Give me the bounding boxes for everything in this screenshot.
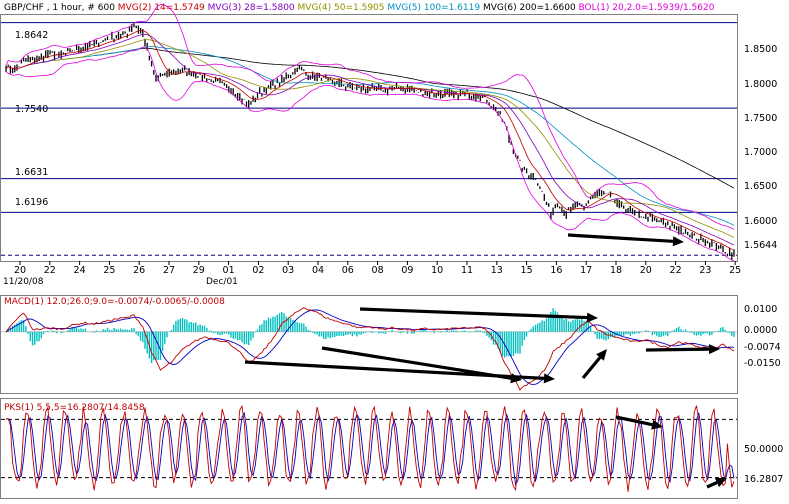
- level-label-2: 1.7540: [15, 104, 48, 115]
- y-tick-5: 1.6500: [744, 181, 777, 192]
- macd-arrow-4-head: [596, 349, 607, 361]
- y-tick-2: 1.8000: [744, 79, 777, 90]
- price-panel: [0, 14, 738, 262]
- mvg50-line: [16, 39, 735, 238]
- x-tick-label: 22: [670, 265, 682, 276]
- macd-last-value: -0.0074: [744, 342, 781, 353]
- price-header: GBP/CHF , 1 hour, # 600 MVG(2) 14=1.5749…: [4, 3, 715, 13]
- pks-header: PKS(1) 5,5,5=16.2807/14.8458: [4, 403, 145, 413]
- x-date-dec: Dec/01: [206, 277, 238, 287]
- level-label-3: 1.6631: [15, 167, 48, 178]
- macd-arrow-5-head: [708, 344, 720, 355]
- header-segment: MVG(2) 14=1.5749: [115, 3, 205, 13]
- mvg14-line: [5, 29, 735, 251]
- x-tick-label: 29: [193, 265, 205, 276]
- level-label-4: 1.6196: [15, 197, 48, 208]
- header-segment: MVG(5) 100=1.6119: [385, 3, 481, 13]
- macd-header: MACD(1) 12.0;26.0;9.0=-0.0074/-0.0065/-0…: [4, 297, 225, 307]
- header-segment: MVG(4) 50=1.5905: [295, 3, 385, 13]
- macd-arrow-4-shaft: [581, 356, 602, 380]
- y-tick-3: 1.7500: [744, 113, 777, 124]
- pks-arrow-1-head: [651, 419, 663, 430]
- price-arrow-shaft: [567, 233, 674, 243]
- x-tick-label: 26: [133, 265, 145, 276]
- macd-y-tick-1: 0.0100: [744, 304, 777, 315]
- macd-arrow-3-shaft: [244, 360, 545, 380]
- pks-last-value: 16.2807: [744, 474, 783, 485]
- pks-arrow-2-shaft: [706, 481, 718, 489]
- macd-panel: [0, 295, 738, 394]
- x-tick-label: 02: [252, 265, 264, 276]
- x-tick-label: 04: [312, 265, 324, 276]
- x-tick-label: 23: [699, 265, 711, 276]
- price-arrow-head: [672, 236, 684, 247]
- pks-y-tick-1: 50.0000: [744, 444, 783, 455]
- header-segment: BOL(1) 20,2.0=1.5939/1.5620: [576, 3, 715, 13]
- x-tick-label: 11: [461, 265, 473, 276]
- pks-k-line: [5, 404, 735, 492]
- x-tick-label: 09: [401, 265, 413, 276]
- x-tick-label: 15: [521, 265, 533, 276]
- macd-arrow-1-head: [586, 312, 598, 323]
- x-tick-label: 25: [729, 265, 741, 276]
- x-tick-label: 10: [431, 265, 443, 276]
- y-tick-1: 1.8500: [744, 44, 777, 55]
- header-segment: MVG(3) 28=1.5800: [205, 3, 295, 13]
- x-tick-label: 27: [163, 265, 175, 276]
- macd-y-tick-3: -0.0150: [744, 358, 781, 369]
- x-tick-label: 24: [74, 265, 86, 276]
- pks-arrow-2-head: [714, 478, 727, 488]
- mvg28-line: [5, 34, 735, 246]
- header-segment: MVG(6) 200=1.6600: [480, 3, 576, 13]
- pks-d-line: [5, 411, 735, 487]
- last-price-label: 1.5644: [744, 240, 777, 251]
- chart-marks: 20 22 24 25 26 27 29 01 02 03 04 06 08 09 10 11 13 15 16 17…: [1, 4, 741, 492]
- x-tick-label: 18: [610, 265, 622, 276]
- macd-arrow-2-shaft: [321, 346, 512, 380]
- macd-arrow-5-shaft: [645, 347, 710, 352]
- x-tick-label: 08: [372, 265, 384, 276]
- y-tick-4: 1.7000: [744, 147, 777, 158]
- macd-y-tick-2: 0.0000: [744, 325, 777, 336]
- x-tick-label: 22: [44, 265, 56, 276]
- y-tick-6: 1.6000: [744, 216, 777, 227]
- header-segment: GBP/CHF , 1 hour, # 600: [4, 3, 115, 13]
- x-tick-label: 03: [282, 265, 294, 276]
- x-date-start: 11/20/08: [3, 277, 44, 287]
- mvg200-line: [94, 48, 735, 189]
- x-tick-label: 17: [580, 265, 592, 276]
- x-tick-label: 16: [550, 265, 562, 276]
- x-tick-label: 13: [491, 265, 503, 276]
- pks-arrow-1-shaft: [615, 415, 653, 427]
- x-tick-label: 20: [14, 265, 26, 276]
- x-tick-label: 01: [223, 265, 235, 276]
- macd-line: [5, 307, 735, 391]
- bollinger-upper: [5, 4, 735, 230]
- level-label-1: 1.8642: [15, 30, 48, 41]
- x-tick-label: 06: [342, 265, 354, 276]
- x-tick-label: 25: [103, 265, 115, 276]
- bollinger-lower: [5, 46, 735, 262]
- x-tick-label: 20: [640, 265, 652, 276]
- macd-arrow-3-head: [543, 373, 555, 384]
- macd-arrow-1-shaft: [359, 307, 588, 320]
